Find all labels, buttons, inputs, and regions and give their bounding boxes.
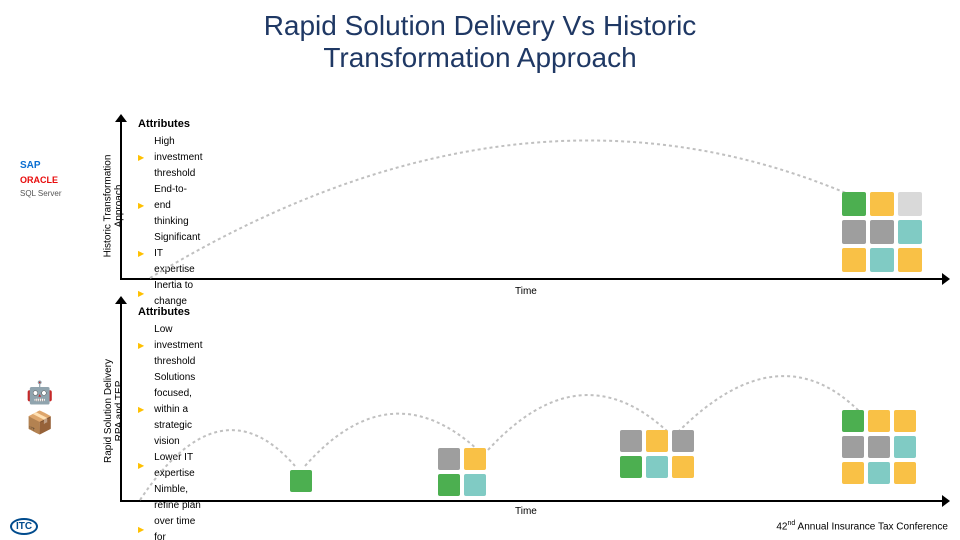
- logo-box: 📦: [26, 410, 53, 436]
- value-block: [842, 410, 864, 432]
- value-block: [646, 430, 668, 452]
- bullet-icon: ▶: [138, 288, 144, 301]
- value-block: [868, 436, 890, 458]
- bullet-icon: ▶: [138, 248, 144, 261]
- attribute-item: ▶ High investment threshold: [138, 134, 203, 182]
- value-block: [646, 456, 668, 478]
- value-block: [842, 436, 864, 458]
- attribute-item: ▶ End-to-end thinking: [138, 182, 203, 230]
- value-block: [620, 430, 642, 452]
- time-label-a: Time: [515, 286, 537, 297]
- slide-title: Rapid Solution Delivery Vs Historic Tran…: [0, 10, 960, 74]
- xaxis-arrow-b: [942, 495, 950, 507]
- bullet-icon: ▶: [138, 404, 144, 417]
- value-block: [842, 192, 866, 216]
- value-block: [842, 462, 864, 484]
- value-block: [898, 248, 922, 272]
- attribute-item: ▶ Lower IT expertise: [138, 450, 203, 482]
- logo-sqlserver: SQL Server: [20, 189, 80, 198]
- value-block: [464, 474, 486, 496]
- attributes-historic: Attributes ▶ High investment threshold ▶ En…: [138, 118, 203, 310]
- attribute-text: Nimble, refine plan over time for emergi…: [154, 482, 202, 540]
- value-block: [672, 456, 694, 478]
- value-block: [868, 410, 890, 432]
- yaxis-label-rapid: Rapid Solution Delivery RPA and TEP: [103, 359, 125, 463]
- time-label-b: Time: [515, 506, 537, 517]
- xaxis-a: [120, 278, 942, 280]
- attribute-item: ▶ Significant IT expertise: [138, 230, 203, 278]
- value-block: [894, 462, 916, 484]
- attributes-header: Attributes: [138, 118, 203, 130]
- value-block: [870, 248, 894, 272]
- attributes-list: ▶ Low investment threshold ▶ Solutions focu…: [138, 322, 203, 540]
- value-block: [870, 192, 894, 216]
- value-block: [438, 448, 460, 470]
- logo-robot: 🤖: [26, 380, 53, 406]
- bullet-icon: ▶: [138, 152, 144, 165]
- itc-logo: ITC: [10, 518, 38, 532]
- attribute-text: High investment threshold: [154, 134, 202, 182]
- footer-text: 42nd Annual Insurance Tax Conference: [776, 520, 948, 532]
- attributes-header: Attributes: [138, 306, 203, 318]
- yaxis-b: [120, 302, 122, 500]
- value-block: [620, 456, 642, 478]
- attribute-text: Low investment threshold: [154, 322, 202, 370]
- value-block: [868, 462, 890, 484]
- value-block: [898, 220, 922, 244]
- value-block: [894, 436, 916, 458]
- value-block: [672, 430, 694, 452]
- xaxis-arrow-a: [942, 273, 950, 285]
- attributes-list: ▶ High investment threshold ▶ End-to-end th…: [138, 134, 203, 310]
- yaxis-arrow-b: [115, 296, 127, 304]
- bullet-icon: ▶: [138, 460, 144, 473]
- value-block: [842, 248, 866, 272]
- value-block: [438, 474, 460, 496]
- bullet-icon: ▶: [138, 340, 144, 353]
- bullet-icon: ▶: [138, 524, 144, 537]
- yaxis-a: [120, 120, 122, 278]
- attribute-item: ▶ Low investment threshold: [138, 322, 203, 370]
- logo-oracle: ORACLE: [20, 175, 80, 185]
- attribute-text: End-to-end thinking: [154, 182, 202, 230]
- vendor-logos: SAP ORACLE SQL Server: [20, 160, 80, 198]
- value-block: [894, 410, 916, 432]
- value-block: [464, 448, 486, 470]
- attribute-item: ▶ Solutions focused, within a strategic v…: [138, 370, 203, 450]
- attribute-text: Lower IT expertise: [154, 450, 202, 482]
- bullet-icon: ▶: [138, 200, 144, 213]
- value-block: [870, 220, 894, 244]
- logo-sap: SAP: [20, 160, 80, 171]
- value-block: [290, 470, 312, 492]
- attribute-text: Significant IT expertise: [154, 230, 202, 278]
- value-block: [842, 220, 866, 244]
- attributes-rapid: Attributes ▶ Low investment threshold ▶ Sol…: [138, 306, 203, 540]
- yaxis-arrow-a: [115, 114, 127, 122]
- xaxis-b: [120, 500, 942, 502]
- attribute-item: ▶ Nimble, refine plan over time for emerg…: [138, 482, 203, 540]
- attribute-text: Solutions focused, within a strategic vi…: [154, 370, 202, 450]
- rpa-logos: 🤖 📦: [26, 380, 53, 436]
- value-block: [898, 192, 922, 216]
